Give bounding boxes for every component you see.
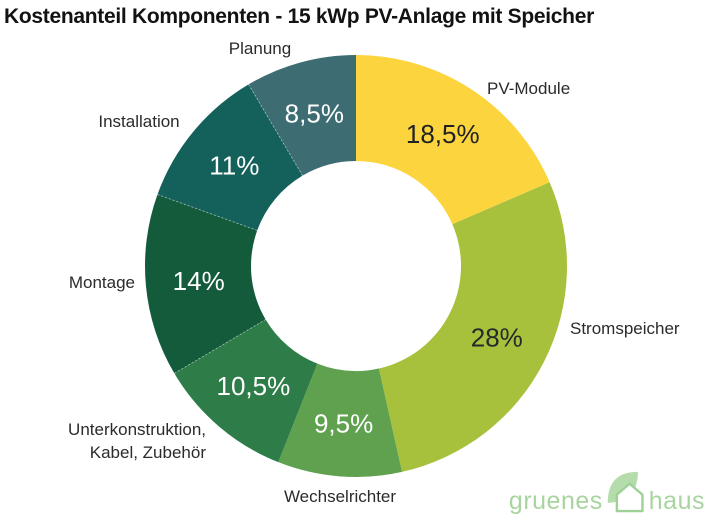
slice-value-label: 8,5% [285, 99, 344, 129]
slice-label-montage: Montage [68, 273, 135, 292]
slice-value-label: 10,5% [217, 371, 291, 401]
pie-slice-stromspeicher [378, 182, 567, 472]
logo-word-haus: haus [648, 486, 705, 515]
slice-label-wechselrichter: Wechselrichter [283, 487, 397, 506]
slice-value-label: 18,5% [406, 119, 480, 149]
slice-separator-line [157, 194, 258, 231]
slice-value-label: 28% [471, 323, 523, 353]
slice-value-label: 14% [173, 266, 225, 296]
logo-word-gruenes: gruenes [508, 486, 603, 515]
pie-slice-installation [157, 84, 303, 231]
pie-slice-unterkonstruktion-kabel-zubeh-r [174, 319, 318, 463]
pie-slice-pv-module [356, 55, 550, 225]
slice-label-planung: Planung [228, 39, 292, 58]
slice-separator-line [248, 84, 303, 176]
house-outline [615, 482, 644, 513]
slice-value-label: 11% [209, 150, 259, 180]
slice-label-unterkonstruktion: Unterkonstruktion, Kabel, Zubehör [68, 420, 206, 462]
pie-slice-wechselrichter [278, 363, 403, 477]
gruenes-haus-logo: gruenes haus [509, 469, 705, 513]
chart-title: Kostenanteil Komponenten - 15 kWp PV-Anl… [4, 5, 594, 28]
slice-label-stromspeicher: Stromspeicher [570, 319, 680, 338]
slice-value-label: 9,5% [314, 409, 373, 439]
leaf-shape [607, 471, 638, 503]
slice-label-pv-module: PV-Module [487, 79, 571, 98]
slice-separator-line [174, 319, 266, 374]
pie-slice-montage [145, 194, 266, 374]
leaf-house-icon [607, 471, 644, 513]
pie-slice-planung [248, 55, 356, 176]
slice-label-installation: Installation [98, 112, 180, 131]
